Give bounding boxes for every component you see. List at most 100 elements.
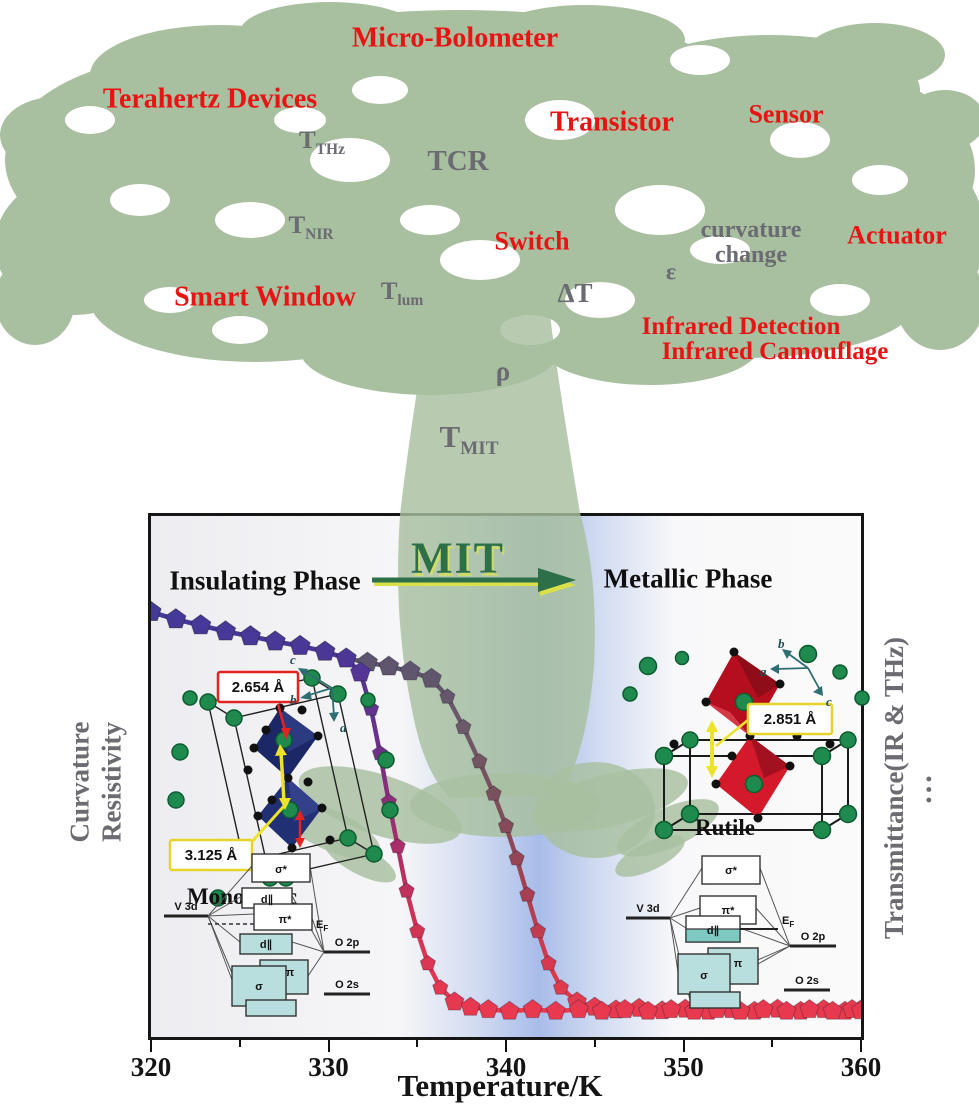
svg-text:σ*: σ* (275, 864, 288, 876)
oxygen-atoms (669, 647, 835, 823)
tree-canopy (0, 2, 979, 395)
data-point-marker (151, 600, 162, 621)
tree-label-t-mit: TMIT (439, 418, 499, 460)
axis-b-label: b (778, 638, 785, 651)
data-point-marker (478, 998, 499, 1019)
tree-label-switch: Switch (494, 226, 570, 256)
x-major-tick (682, 1040, 685, 1052)
svg-text:O 2p: O 2p (335, 937, 360, 949)
y-axis-title-left: Curvature Resistivity (64, 722, 129, 843)
tree-label-infrared-detection: Infrared Detection (641, 312, 841, 340)
data-point-marker (545, 1000, 566, 1020)
x-tick-label: 360 (840, 1052, 882, 1082)
tree-label-terahertz-devices: Terahertz Devices (102, 83, 318, 115)
x-minor-tick (593, 1040, 596, 1047)
y-axis-title-right: Transmittance(IR & THz) ... (878, 637, 938, 939)
mit-arrow (372, 568, 576, 596)
data-point-marker (378, 655, 400, 676)
tree-label-actuator: Actuator (847, 220, 947, 250)
axis-b-label: b (290, 692, 297, 707)
x-minor-tick (238, 1040, 241, 1047)
tree-label-infrared-camouflage: Infrared Camouflage (661, 337, 889, 365)
svg-text:2.654 Å: 2.654 Å (232, 679, 285, 696)
data-point-marker (420, 667, 442, 688)
data-point-marker (314, 640, 336, 661)
data-point-marker (409, 922, 426, 939)
x-major-tick (505, 1040, 507, 1052)
data-point-marker (460, 996, 481, 1016)
data-point-marker (497, 817, 515, 834)
svg-text:σ*: σ* (725, 865, 738, 877)
data-point-marker (335, 647, 357, 668)
tree-label-micro-bolometer: Micro-Bolometer (351, 22, 559, 54)
tree-label-t-lum: Tlum (380, 277, 424, 309)
data-point-marker (349, 661, 371, 682)
axis-c-label: c (290, 652, 296, 667)
x-tick-label: 350 (663, 1052, 704, 1082)
tree-label-sensor: Sensor (748, 99, 824, 129)
y-left-line1: Curvature (64, 721, 95, 843)
data-point-marker (485, 785, 502, 801)
data-point-marker (799, 998, 820, 1019)
svg-text:π: π (286, 967, 295, 979)
data-point-marker (264, 630, 286, 651)
level-connectors (207, 865, 325, 1007)
data-point-marker (190, 614, 212, 635)
svg-text:O 2p: O 2p (801, 931, 826, 943)
data-point-marker (850, 1000, 861, 1020)
data-point-marker (499, 1000, 520, 1020)
data-point-marker (239, 625, 261, 646)
data-point-marker (389, 837, 406, 854)
svg-text:d∥: d∥ (260, 939, 272, 951)
x-major-tick (327, 1040, 330, 1052)
data-point-marker (822, 1000, 843, 1020)
tree-label-t-thz: TTHz (299, 126, 345, 158)
mit-label: MIT (411, 533, 505, 583)
x-minor-tick (416, 1040, 419, 1047)
data-point-marker (165, 608, 187, 629)
rutile-label: Rutile (694, 815, 756, 840)
svg-text:π*: π* (279, 914, 292, 926)
svg-text:d∥: d∥ (707, 925, 719, 937)
rutile-band-diagram: V 3d σ* π* d∥ π σ EF O 2p O 2s (626, 855, 836, 1009)
monoclinic-band-diagram: V 3d σ* d∥ π* d∥ π σ EF O 2p O 2s (164, 853, 370, 1017)
data-point-marker (522, 998, 543, 1019)
data-point-marker (444, 991, 465, 1011)
svg-text:V 3d: V 3d (174, 901, 197, 913)
tree-label-delta-t: ΔT (557, 277, 593, 308)
svg-text:π: π (734, 958, 743, 970)
x-axis-title: Temperature/K (397, 1068, 603, 1103)
data-point-marker (399, 660, 421, 681)
svg-text:σ: σ (700, 970, 708, 982)
data-point-marker (591, 1000, 612, 1020)
tree-label-tcr: TCR (427, 144, 489, 177)
svg-text:π*: π* (722, 905, 735, 917)
tree-label-t-nir: TNIR (288, 211, 334, 243)
x-tick-label: 340 (485, 1052, 527, 1082)
x-tick-label: 320 (130, 1052, 172, 1082)
bond-annotation-2654: 2.654 Å (216, 670, 305, 848)
x-major-tick (150, 1040, 152, 1052)
bond-annotation-3125: 3.125 Å (168, 744, 291, 872)
y-left-line2: Resistivity (97, 722, 127, 842)
tree-label-curvature-change: curvature change (700, 216, 802, 268)
svg-text:d∥: d∥ (261, 894, 273, 906)
axis-a-label: a (760, 664, 767, 679)
data-point-marker (439, 688, 456, 704)
axis-a-label: a (340, 720, 347, 735)
tree-label-smart-window: Smart Window (174, 281, 356, 313)
data-point-marker (661, 998, 682, 1019)
data-point-marker (568, 998, 589, 1019)
monoclinic-axes-icon (298, 668, 339, 722)
data-point-marker (540, 954, 557, 971)
data-point-marker (614, 998, 635, 1019)
data-point-marker (471, 752, 488, 769)
insulating-phase-label: Insulating Phase (169, 565, 361, 596)
bond-annotation-2851: 2.851 Å (706, 702, 834, 778)
data-point-marker (519, 886, 536, 902)
x-tick-label: 330 (308, 1052, 349, 1082)
axis-c-label: c (826, 694, 832, 709)
x-axis: 320 330 340 350 360 (131, 1040, 881, 1110)
svg-text:V 3d: V 3d (636, 903, 659, 915)
